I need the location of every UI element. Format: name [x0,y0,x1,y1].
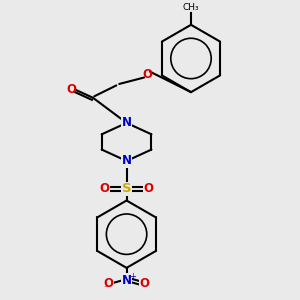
Text: O: O [67,83,76,96]
Text: N: N [122,154,132,167]
Text: +: + [130,272,136,280]
Text: O: O [100,182,110,195]
Text: N: N [122,274,132,287]
Text: CH₃: CH₃ [183,3,199,12]
Text: N: N [122,116,132,129]
Text: O: O [103,277,113,290]
Text: O: O [142,68,152,81]
Text: O: O [140,277,150,290]
Text: O: O [143,182,154,195]
Text: ⁻: ⁻ [103,284,109,295]
Text: S: S [122,182,131,195]
